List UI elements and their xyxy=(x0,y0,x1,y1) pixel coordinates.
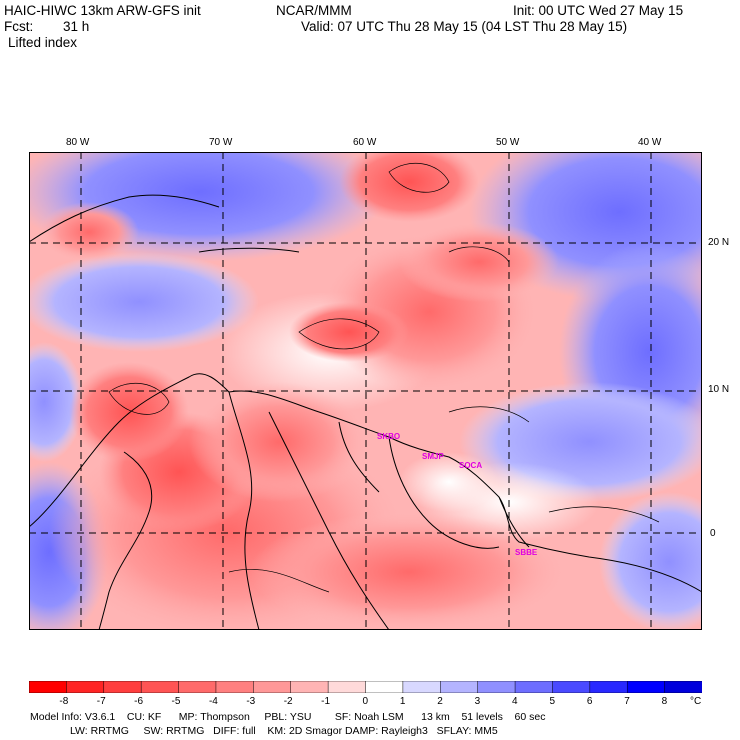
colorbar-swatch xyxy=(365,681,404,693)
lat-label-10n: 10 N xyxy=(708,384,730,395)
station-soca: SOCA xyxy=(459,461,483,470)
station-sbbe: SBBE xyxy=(515,548,538,557)
colorbar-tick-label: 0 xyxy=(362,696,369,707)
org-label: NCAR/MMM xyxy=(276,3,352,18)
fcst-label: Fcst: xyxy=(4,19,34,34)
colorbar-swatch xyxy=(290,681,329,693)
colorbar-swatch xyxy=(178,681,217,693)
colorbar-swatch xyxy=(140,681,180,693)
lon-label-40w: 40 W xyxy=(638,137,662,148)
colorbar-swatch xyxy=(253,681,292,693)
colorbar-swatch xyxy=(103,681,142,693)
init-time: Init: 00 UTC Wed 27 May 15 xyxy=(513,3,684,18)
lon-label-80w: 80 W xyxy=(66,137,90,148)
colorbar-tick-label: -3 xyxy=(246,696,256,707)
colorbar-tick-label: 6 xyxy=(586,696,593,707)
colorbar-tick-label: 5 xyxy=(549,696,555,707)
colorbar-tick-label: 4 xyxy=(512,696,518,707)
lon-label-70w: 70 W xyxy=(209,137,233,148)
colorbar-unit: °C xyxy=(690,696,702,707)
station-smjp: SMJP xyxy=(422,452,444,461)
colorbar-tick-label: 8 xyxy=(661,696,668,707)
model-title: HAIC-HIWC 13km ARW-GFS init xyxy=(4,3,201,18)
colorbar-tick-label: 2 xyxy=(437,696,443,707)
colorbar-swatch xyxy=(626,681,666,693)
lon-label-50w: 50 W xyxy=(496,137,520,148)
colorbar-tick-label: 7 xyxy=(624,696,630,707)
lifted-index-map xyxy=(29,152,702,630)
colorbar-swatch xyxy=(664,681,702,693)
colorbar-swatch xyxy=(66,681,105,693)
colorbar-tick-label: 3 xyxy=(474,696,481,707)
colorbar-tick-label: -2 xyxy=(283,696,293,707)
colorbar-tick-label: -8 xyxy=(59,696,69,707)
colorbar-tick-label: -1 xyxy=(321,696,331,707)
colorbar-swatch xyxy=(327,681,367,693)
colorbar-swatch xyxy=(402,681,442,693)
colorbar-tick-label: -6 xyxy=(134,696,144,707)
colorbar-swatch xyxy=(29,681,68,693)
colorbar xyxy=(29,681,702,693)
colorbar-tick-label: -5 xyxy=(171,696,181,707)
colorbar-tick-label: 1 xyxy=(399,696,406,707)
lat-label-0: 0 xyxy=(710,528,716,539)
footer-model-info: Model Info: V3.6.1 CU: KF MP: Thompson P… xyxy=(30,711,546,723)
colorbar-swatch xyxy=(552,681,591,693)
lat-label-20n: 20 N xyxy=(708,237,730,248)
fcst-hours: 31 h xyxy=(63,19,90,34)
colorbar-tick-label: -4 xyxy=(208,696,218,707)
valid-time: Valid: 07 UTC Thu 28 May 15 (04 LST Thu … xyxy=(301,19,628,34)
lon-label-60w: 60 W xyxy=(353,137,377,148)
colorbar-swatch xyxy=(215,681,255,693)
field-name: Lifted index xyxy=(8,35,78,50)
footer-physics-info: LW: RRTMG SW: RRTMG DIFF: full KM: 2D Sm… xyxy=(70,725,498,737)
colorbar-tick-label: -7 xyxy=(96,696,106,707)
colorbar-swatch xyxy=(589,681,628,693)
colorbar-swatch xyxy=(440,681,479,693)
colorbar-swatch xyxy=(477,681,516,693)
colorbar-swatch xyxy=(514,681,554,693)
station-skbo: SKBO xyxy=(377,432,401,441)
